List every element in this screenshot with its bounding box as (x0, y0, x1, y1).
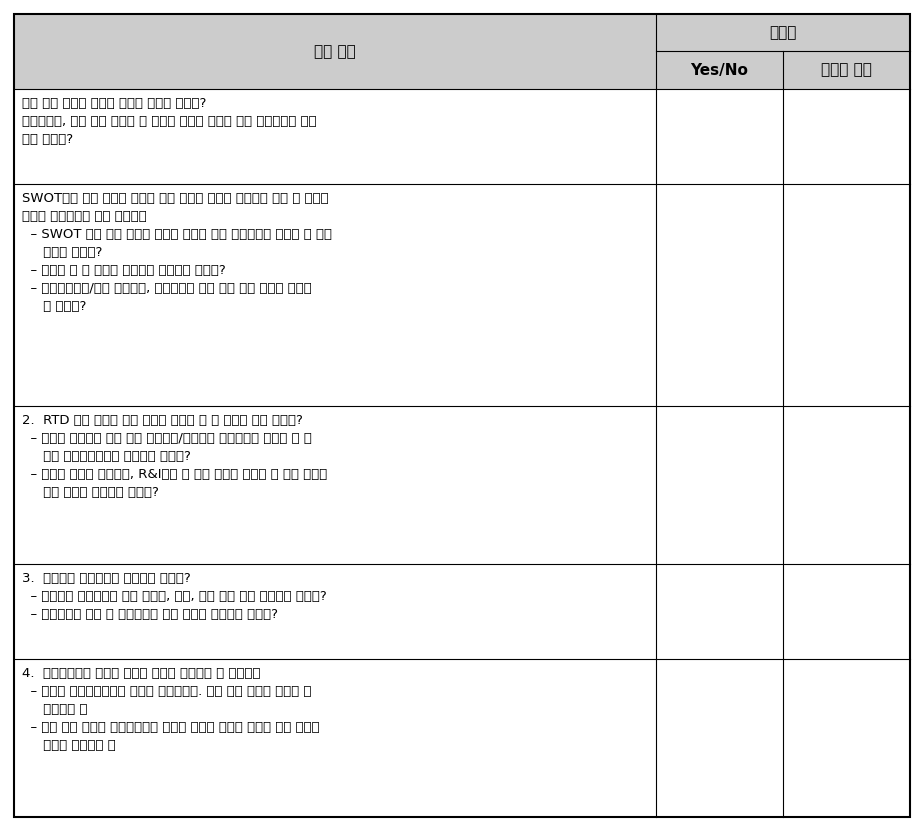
Bar (14, 14, 655, 89)
Text: – 모니터링 메카니즘에 대한 방법론, 지표, 관리 체계 등이 포함되어 있는가?: – 모니터링 메카니즘에 대한 방법론, 지표, 관리 체계 등이 포함되어 있… (22, 590, 327, 602)
Text: 국가 또는 지역의 스마트 전문화 전략이 있는가?: 국가 또는 지역의 스마트 전문화 전략이 있는가? (22, 97, 206, 110)
Text: 프레임워크, 지표 등을 설정할 때 참고한 자료에 적절한 운영 프로그램이 포함: 프레임워크, 지표 등을 설정할 때 참고한 자료에 적절한 운영 프로그램이 … (22, 115, 317, 128)
Text: 3.  모니터링 메카니즘을 포함하고 있는가?: 3. 모니터링 메카니즘을 포함하고 있는가? (22, 572, 190, 585)
Text: 함되어야 함: 함되어야 함 (22, 703, 88, 715)
Bar (14, 89, 910, 184)
Text: – 분석을 할 수 있도록 방법론이 포함되어 있는가?: – 분석을 할 수 있도록 방법론이 포함되어 있는가? (22, 264, 225, 277)
Text: Yes/No: Yes/No (690, 62, 748, 77)
Text: SWOT분석 또는 유사한 분석을 통해 연구와 혁신의 우선순위 조정 및 한정된: SWOT분석 또는 유사한 분석을 통해 연구와 혁신의 우선순위 조정 및 한… (22, 192, 329, 205)
Text: 대한 설명이 포함되어 있는가?: 대한 설명이 포함되어 있는가? (22, 485, 159, 499)
Text: – SWOT 분석 또는 유사한 분석은 투자에 대한 우선순위를 설정할 수 있는: – SWOT 분석 또는 유사한 분석은 투자에 대한 우선순위를 설정할 수 … (22, 228, 332, 241)
Text: – 개괄적 측정을 중소기업, R&I기업 등 특정 기업에 적용할 수 있는 방안에: – 개괄적 측정을 중소기업, R&I기업 등 특정 기업에 적용할 수 있는 … (22, 468, 327, 480)
Text: 되어 있는가?: 되어 있는가? (22, 133, 73, 146)
Text: – 모니터링이 끝난 후 후속조치에 대한 내용이 포함되어 있는가?: – 모니터링이 끝난 후 후속조치에 대한 내용이 포함되어 있는가? (22, 607, 278, 621)
Bar (14, 659, 910, 817)
Text: 도록 정책혼합계획이 포함되어 있는가?: 도록 정책혼합계획이 포함되어 있는가? (22, 450, 191, 463)
Text: – 국가 또는 지역의 프레임워크의 개요는 다양한 재정적 자원이 있는 연구와: – 국가 또는 지역의 프레임워크의 개요는 다양한 재정적 자원이 있는 연구… (22, 720, 320, 734)
Bar (14, 563, 910, 659)
Text: 4.  프레임워크의 개요는 연구와 혁신의 예산배분 시 적용가능: 4. 프레임워크의 개요는 연구와 혁신의 예산배분 시 적용가능 (22, 666, 261, 680)
Text: – 우선순위도출/배제 프로세스, 이해관계자 참여 등에 대한 내용이 포함되: – 우선순위도출/배제 프로세스, 이해관계자 참여 등에 대한 내용이 포함되 (22, 282, 311, 295)
Bar (655, 14, 910, 51)
Bar (14, 406, 910, 563)
Text: 자원을 투자하도록 설계 되었는가: 자원을 투자하도록 설계 되었는가 (22, 210, 147, 223)
Text: – 적절한 운영프로그램은 참고한 프레임워크. 지표 등이 포함된 출처가 포: – 적절한 운영프로그램은 참고한 프레임워크. 지표 등이 포함된 출처가 포 (22, 685, 311, 698)
Text: 2.  RTD 투자 촉진을 위한 개괄적 측정을 할 수 있도록 되어 있는가?: 2. RTD 투자 촉진을 위한 개괄적 측정을 할 수 있도록 되어 있는가? (22, 414, 303, 426)
Bar (783, 51, 910, 89)
Text: 성취 단계: 성취 단계 (314, 44, 356, 59)
Text: 혁신에 적용가능 함: 혁신에 적용가능 함 (22, 739, 116, 752)
Bar (14, 184, 910, 406)
Text: 근거가 있는가?: 근거가 있는가? (22, 246, 103, 259)
Text: – 스마트 전문화의 시행 또는 프로그램/연구소가 자금유치에 활용할 수 있: – 스마트 전문화의 시행 또는 프로그램/연구소가 자금유치에 활용할 수 있 (22, 431, 312, 445)
Text: 성취도: 성취도 (769, 25, 796, 40)
Text: 미성취 요소: 미성취 요소 (821, 62, 872, 77)
Text: 어 있는가?: 어 있는가? (22, 300, 86, 313)
Bar (655, 51, 783, 89)
